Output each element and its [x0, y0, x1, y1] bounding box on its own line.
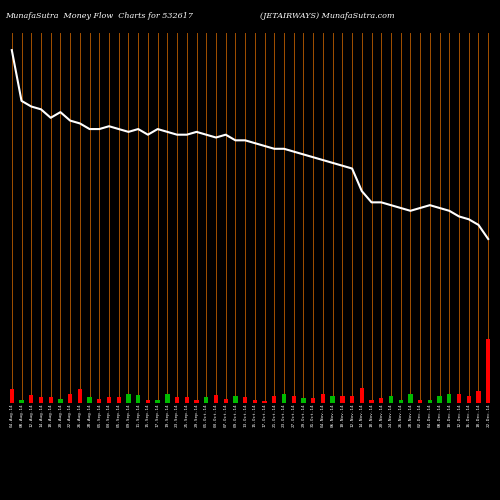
Bar [447, 394, 452, 402]
Bar [457, 394, 461, 402]
Bar [292, 396, 296, 402]
Bar [428, 400, 432, 402]
Bar [262, 401, 267, 402]
Bar [360, 388, 364, 402]
Bar [320, 394, 325, 402]
Bar [302, 398, 306, 402]
Bar [175, 398, 180, 402]
Bar [243, 398, 248, 402]
Bar [107, 398, 111, 402]
Text: MunafaSutra  Money Flow  Charts for 532617: MunafaSutra Money Flow Charts for 532617 [5, 12, 193, 20]
Bar [282, 394, 286, 402]
Bar [97, 399, 102, 402]
Bar [184, 396, 189, 402]
Bar [48, 398, 53, 402]
Bar [29, 395, 34, 402]
Bar [204, 398, 208, 402]
Bar [10, 389, 14, 402]
Bar [224, 399, 228, 402]
Bar [398, 400, 403, 402]
Bar [252, 400, 257, 402]
Bar [486, 339, 490, 402]
Bar [466, 396, 471, 402]
Bar [68, 394, 72, 402]
Bar [476, 390, 480, 402]
Bar [39, 396, 43, 402]
Bar [58, 399, 62, 402]
Bar [146, 400, 150, 402]
Bar [418, 400, 422, 402]
Text: (JETAIRWAYS) MunafaSutra.com: (JETAIRWAYS) MunafaSutra.com [260, 12, 394, 20]
Bar [20, 400, 24, 402]
Bar [408, 394, 412, 402]
Bar [136, 395, 140, 402]
Bar [438, 396, 442, 402]
Bar [350, 396, 354, 402]
Bar [330, 396, 335, 402]
Bar [389, 396, 393, 402]
Bar [272, 396, 276, 402]
Bar [194, 400, 198, 402]
Bar [126, 394, 130, 402]
Bar [116, 398, 121, 402]
Bar [156, 400, 160, 402]
Bar [340, 396, 344, 402]
Bar [165, 394, 170, 402]
Bar [233, 396, 237, 402]
Bar [311, 398, 316, 402]
Bar [78, 389, 82, 402]
Bar [214, 395, 218, 402]
Bar [370, 400, 374, 402]
Bar [88, 396, 92, 402]
Bar [379, 398, 384, 402]
